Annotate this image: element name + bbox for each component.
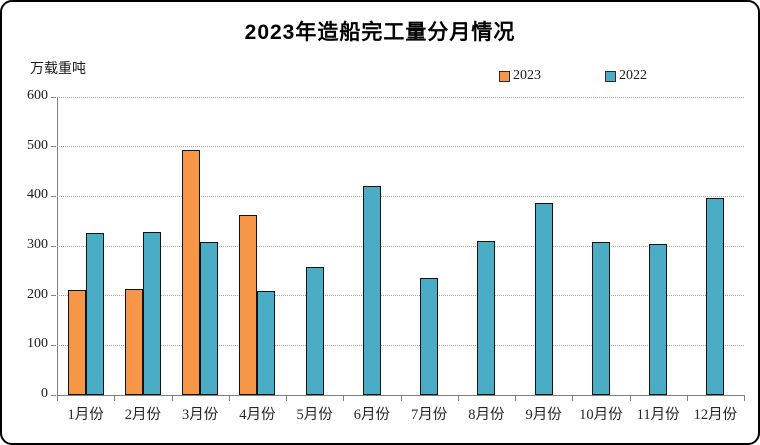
legend: 2023 2022: [499, 68, 647, 84]
x-axis-label: 9月份: [525, 407, 562, 423]
bar-2022-6月份: [362, 185, 381, 395]
y-axis-tick: [51, 96, 56, 98]
y-axis-label: 500: [27, 137, 48, 153]
legend-swatch-icon: [605, 70, 616, 82]
x-axis-label: 6月份: [353, 407, 390, 423]
x-axis-label: 5月份: [296, 407, 333, 423]
y-axis-tick: [51, 344, 56, 346]
legend-label: 2023: [513, 68, 541, 83]
legend-item-2022: 2022: [605, 68, 647, 84]
plot-area: [57, 97, 745, 396]
x-axis-tick: [286, 396, 287, 401]
x-axis-tick: [171, 396, 173, 401]
x-axis-label: 12月份: [693, 407, 738, 423]
y-axis-label: 300: [27, 237, 48, 252]
x-axis-tick: [686, 396, 688, 401]
x-axis-tick: [457, 396, 459, 401]
x-axis-tick: [572, 396, 574, 401]
gridline: [57, 295, 744, 297]
x-axis-tick: [744, 396, 745, 401]
x-axis-label: 8月份: [468, 407, 505, 423]
y-axis-tick: [51, 245, 56, 247]
bar-2022-10月份: [591, 242, 610, 395]
x-axis-tick: [629, 396, 631, 401]
y-axis-unit-label: 万载重吨: [30, 62, 86, 77]
bar-2023-3月份: [182, 150, 201, 395]
x-axis-tick: [228, 396, 230, 401]
legend-swatch-icon: [499, 70, 510, 82]
bar-2022-3月份: [200, 241, 219, 395]
x-axis-label: 10月份: [579, 407, 623, 423]
bar-2022-7月份: [420, 277, 439, 395]
gridline: [57, 195, 744, 197]
x-axis-tick: [400, 396, 402, 401]
x-axis-label: 7月份: [411, 407, 448, 423]
bar-2022-1月份: [85, 232, 104, 395]
y-axis-tick: [51, 195, 56, 197]
x-axis-tick: [515, 396, 516, 401]
legend-item-2023: 2023: [499, 68, 541, 84]
x-axis-tick: [114, 396, 116, 401]
y-axis-label: 200: [27, 286, 48, 302]
x-axis-tick: [57, 396, 58, 401]
chart-title: 2023年造船完工量分月情况: [244, 21, 516, 44]
legend-label: 2022: [619, 68, 647, 83]
gridline: [57, 146, 744, 148]
bar-2022-8月份: [477, 241, 496, 395]
bar-2023-4月份: [239, 214, 258, 395]
x-axis-label: 2月份: [124, 407, 161, 423]
bar-2022-2月份: [142, 231, 161, 395]
x-axis-label: 3月份: [182, 407, 219, 423]
bar-2022-12月份: [706, 197, 725, 395]
gridline: [57, 96, 744, 98]
gridline: [57, 344, 744, 346]
y-axis-label: 100: [27, 336, 48, 352]
y-axis-label: 600: [27, 88, 48, 103]
y-axis-tick: [51, 146, 56, 148]
bar-2022-4月份: [257, 291, 276, 395]
y-axis-label: 0: [41, 386, 48, 401]
y-axis-tick: [51, 295, 56, 297]
bar-2022-5月份: [305, 267, 324, 395]
bar-2022-11月份: [649, 244, 668, 395]
x-axis-label: 1月份: [67, 407, 104, 423]
x-axis-label: 4月份: [239, 407, 276, 423]
x-axis-tick: [343, 396, 345, 401]
y-axis-label: 400: [27, 187, 48, 203]
bar-2023-1月份: [67, 290, 86, 395]
bar-2023-2月份: [124, 289, 143, 395]
x-axis-label: 11月份: [636, 407, 680, 423]
y-axis-tick: [51, 394, 56, 396]
gridline: [57, 245, 744, 247]
bar-2022-9月份: [534, 203, 553, 395]
